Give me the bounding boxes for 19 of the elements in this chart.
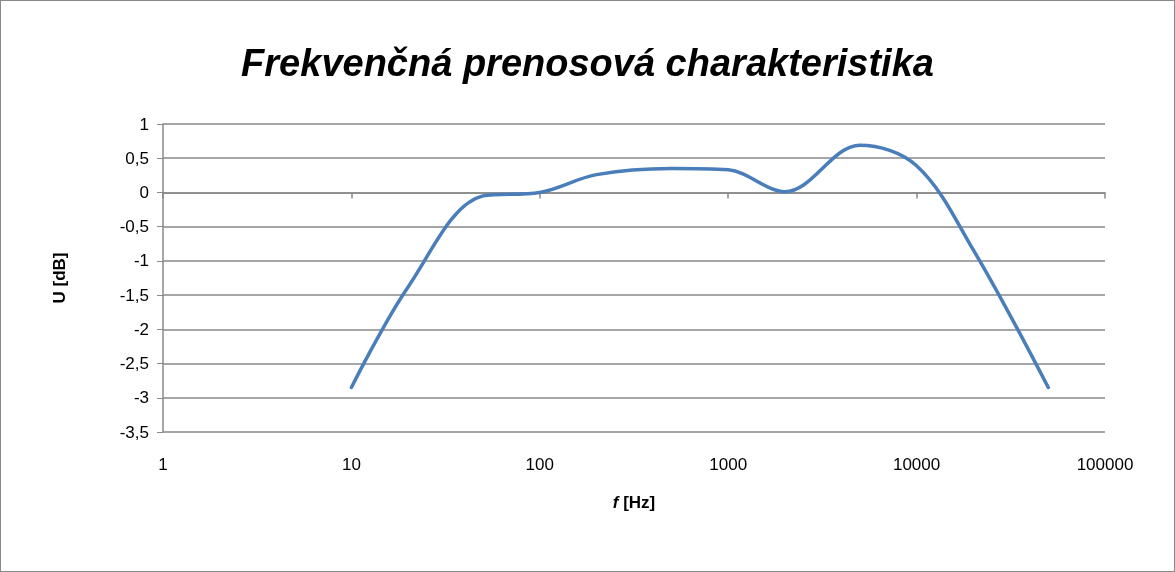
chart-title: Frekvenčná prenosová charakteristika: [241, 42, 934, 84]
y-tick-label: -3: [133, 388, 149, 408]
y-tick-label: 1: [139, 114, 149, 134]
x-tick-label: 10: [341, 455, 361, 474]
y-tick-label: 0: [139, 182, 149, 202]
x-tick-label: 1: [158, 455, 168, 474]
y-tick-label: -1,5: [119, 285, 149, 305]
x-tick-label: 100000: [1076, 455, 1134, 474]
y-tick-label: -2: [133, 319, 149, 339]
y-tick-label: -1: [133, 251, 149, 271]
x-tick-label: 10000: [892, 455, 941, 474]
y-axis-title: U [dB]: [50, 252, 69, 304]
x-tick-label: 100: [525, 455, 554, 474]
y-tick-label: -3,5: [119, 422, 149, 442]
y-tick-label: -2,5: [119, 354, 149, 374]
y-tick-label: -0,5: [119, 217, 149, 237]
x-tick-label: 1000: [709, 455, 748, 474]
y-tick-label: 0,5: [125, 148, 149, 168]
x-axis-title: f [Hz]: [612, 493, 656, 512]
